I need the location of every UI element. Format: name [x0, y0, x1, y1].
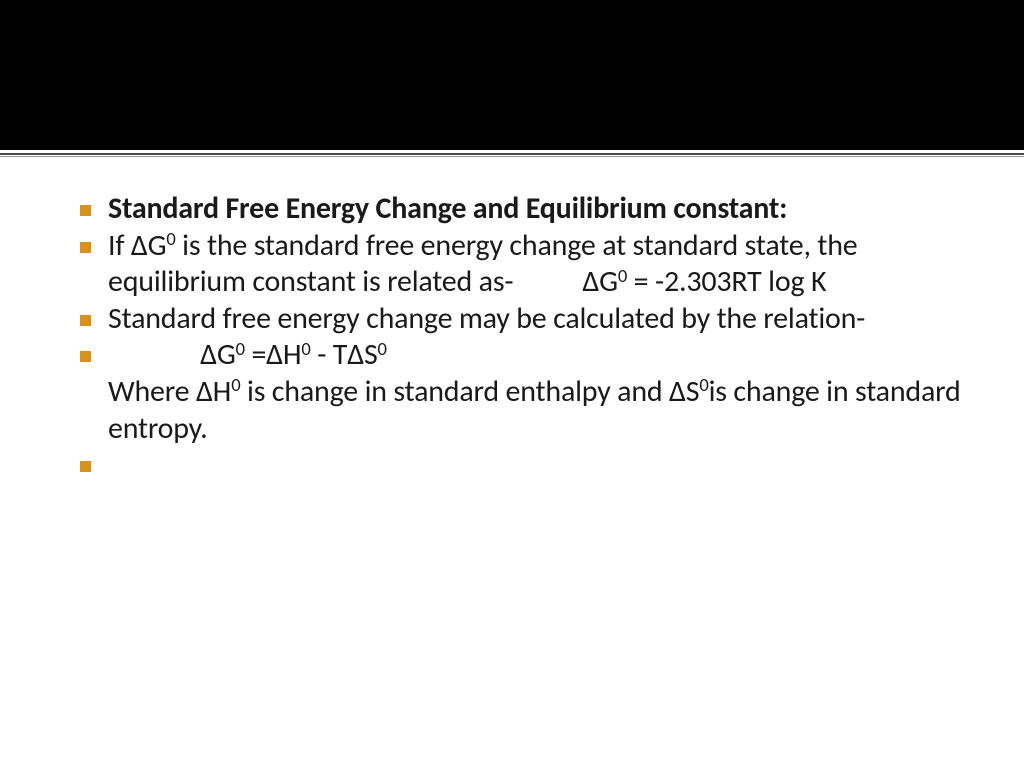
content-area: Standard Free Energy Change and Equilibr… — [0, 157, 1024, 447]
list-item: ΔG0 =ΔH0 - TΔS0Where ΔH0 is change in st… — [50, 337, 974, 447]
list-item: If ΔG0 is the standard free energy chang… — [50, 228, 974, 301]
list-item: Standard free energy change may be calcu… — [50, 301, 974, 338]
list-item: Standard Free Energy Change and Equilibr… — [50, 191, 974, 228]
divider-line-1 — [0, 153, 1024, 155]
bullet-list: Standard Free Energy Change and Equilibr… — [50, 191, 974, 447]
slide: Standard Free Energy Change and Equilibr… — [0, 0, 1024, 768]
title-bar — [0, 0, 1024, 150]
